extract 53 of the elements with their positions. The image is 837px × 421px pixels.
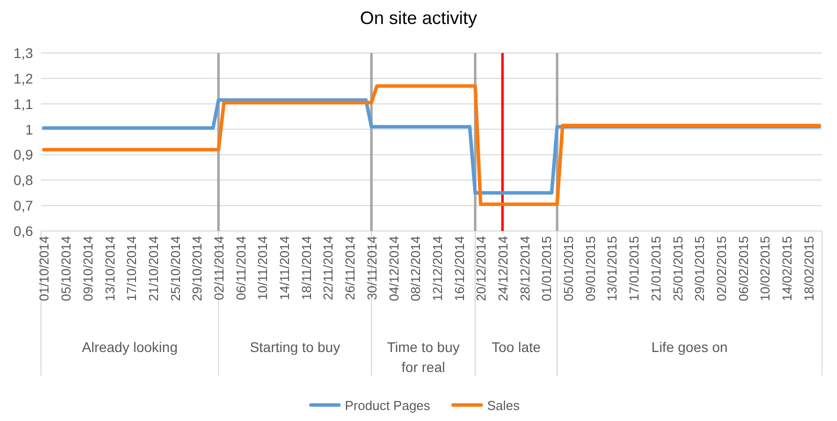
y-tick-label: 0,6 xyxy=(14,223,34,239)
line-series xyxy=(42,84,822,206)
x-tick-label: 02/02/2015 xyxy=(714,236,729,302)
y-tick-label: 1,3 xyxy=(14,45,34,61)
y-tick-label: 1,1 xyxy=(14,96,34,112)
legend-label: Sales xyxy=(487,398,520,413)
x-tick-label: 10/11/2014 xyxy=(255,236,270,300)
legend-label: Product Pages xyxy=(344,398,431,413)
x-tick-label: 18/02/2015 xyxy=(801,236,816,302)
x-tick-label: 02/11/2014 xyxy=(212,236,226,300)
x-tick-label: 05/01/2015 xyxy=(561,236,576,302)
x-tick-label: 22/11/2014 xyxy=(320,236,336,300)
x-tick-label: 17/10/2014 xyxy=(124,236,140,302)
x-tick-label: 13/10/2014 xyxy=(102,236,118,302)
x-tick-label: 25/01/2015 xyxy=(670,236,686,302)
x-tick-label: 21/10/2014 xyxy=(146,236,161,302)
x-tick-label: 08/12/2014 xyxy=(408,236,424,302)
x-tick-label: 06/11/2014 xyxy=(233,236,248,300)
text: Too late xyxy=(492,339,541,355)
y-tick-label: 1,2 xyxy=(14,70,34,86)
y-tick-label: 1 xyxy=(25,121,34,138)
x-tick-label: 10/02/2015 xyxy=(758,236,773,302)
x-tick-label: 16/12/2014 xyxy=(452,236,467,302)
y-tick-label: 0,9 xyxy=(14,146,34,163)
y-tick-label: 0,7 xyxy=(14,198,34,214)
text: Starting to buy xyxy=(250,339,340,355)
x-tick-label: 14/02/2015 xyxy=(780,236,794,302)
x-tick-label: 05/10/2014 xyxy=(58,236,74,302)
x-tick-label: 29/10/2014 xyxy=(190,236,205,302)
x-tick-label: 14/11/2014 xyxy=(277,236,292,300)
x-tick-label: 01/10/2014 xyxy=(36,236,52,302)
x-tick-label: 28/12/2014 xyxy=(517,236,532,302)
x-tick-label: 09/01/2015 xyxy=(582,236,598,302)
x-tick-label: 20/12/2014 xyxy=(474,236,489,302)
text: Life goes on xyxy=(651,339,728,355)
x-tick-label: 25/10/2014 xyxy=(168,236,183,302)
x-tick-label: 18/11/2014 xyxy=(298,236,314,300)
x-tick-label: 13/01/2015 xyxy=(604,236,620,302)
text: Already looking xyxy=(82,339,178,355)
x-tick-label: 09/10/2014 xyxy=(80,236,96,302)
x-tick-label: 30/11/2014 xyxy=(364,236,380,300)
x-tick-label: 24/12/2014 xyxy=(496,236,510,302)
x-tick-label: 06/02/2015 xyxy=(736,236,751,302)
x-tick-label: 29/01/2015 xyxy=(692,236,708,302)
x-tick-label: 04/12/2014 xyxy=(386,236,402,302)
text: Time to buy for real xyxy=(386,339,460,375)
x-tick-label: 17/01/2015 xyxy=(626,236,642,302)
x-tick-label: 26/11/2014 xyxy=(342,236,358,300)
x-tick-label: 21/01/2015 xyxy=(648,236,664,302)
x-tick-label: 12/12/2014 xyxy=(430,236,445,302)
y-tick-label: 0,8 xyxy=(14,172,34,188)
chart-title: On site activity xyxy=(360,8,478,28)
x-tick-label: 01/01/2015 xyxy=(539,236,554,302)
